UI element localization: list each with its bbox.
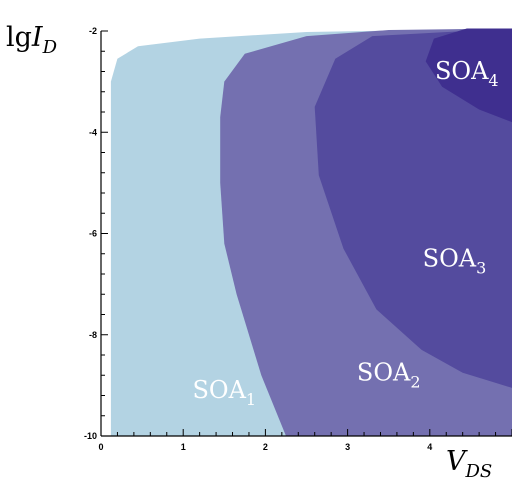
y-axis-title-sub: D — [42, 37, 58, 58]
y-axis-title-base: lg — [6, 22, 32, 53]
axis-ticks: 0 1 2 3 4 -2 -4 -6 -8 -10 — [84, 26, 512, 452]
y-tick-label: -8 — [89, 330, 97, 340]
soa-region-label-3: SOA3 — [423, 244, 487, 277]
y-tick-label: -10 — [84, 431, 97, 441]
soa-region-labels: SOA1 SOA2 SOA3 SOA4 — [192, 57, 498, 409]
x-axis-title-sub: DS — [465, 461, 493, 482]
x-axis-title: VDS — [446, 446, 492, 482]
soa-region-3 — [314, 28, 512, 388]
y-tick-label: -6 — [89, 229, 97, 239]
x-tick-label: 0 — [98, 442, 103, 452]
x-axis-title-var: V — [446, 446, 468, 477]
soa-region-label-1: SOA1 — [192, 376, 256, 409]
x-tick-label: 1 — [181, 442, 186, 452]
y-axis-title: lgID — [6, 22, 58, 58]
plot-area: 0 1 2 3 4 -2 -4 -6 -8 -10 SOA1 SOA2 SOA3 SOA4 — [84, 26, 512, 452]
soa-region-label-2: SOA2 — [357, 358, 421, 391]
x-tick-label: 4 — [427, 442, 432, 452]
y-tick-label: -2 — [89, 26, 97, 36]
x-tick-label: 3 — [345, 442, 350, 452]
y-axis-title-var: I — [31, 22, 44, 53]
axes: 0 1 2 3 4 -2 -4 -6 -8 -10 — [84, 26, 512, 452]
soa-region-4 — [425, 28, 512, 123]
soa-region-label-4: SOA4 — [435, 57, 499, 90]
y-tick-label: -4 — [89, 127, 97, 137]
x-tick-label: 2 — [263, 442, 268, 452]
soa-regions — [110, 28, 512, 436]
